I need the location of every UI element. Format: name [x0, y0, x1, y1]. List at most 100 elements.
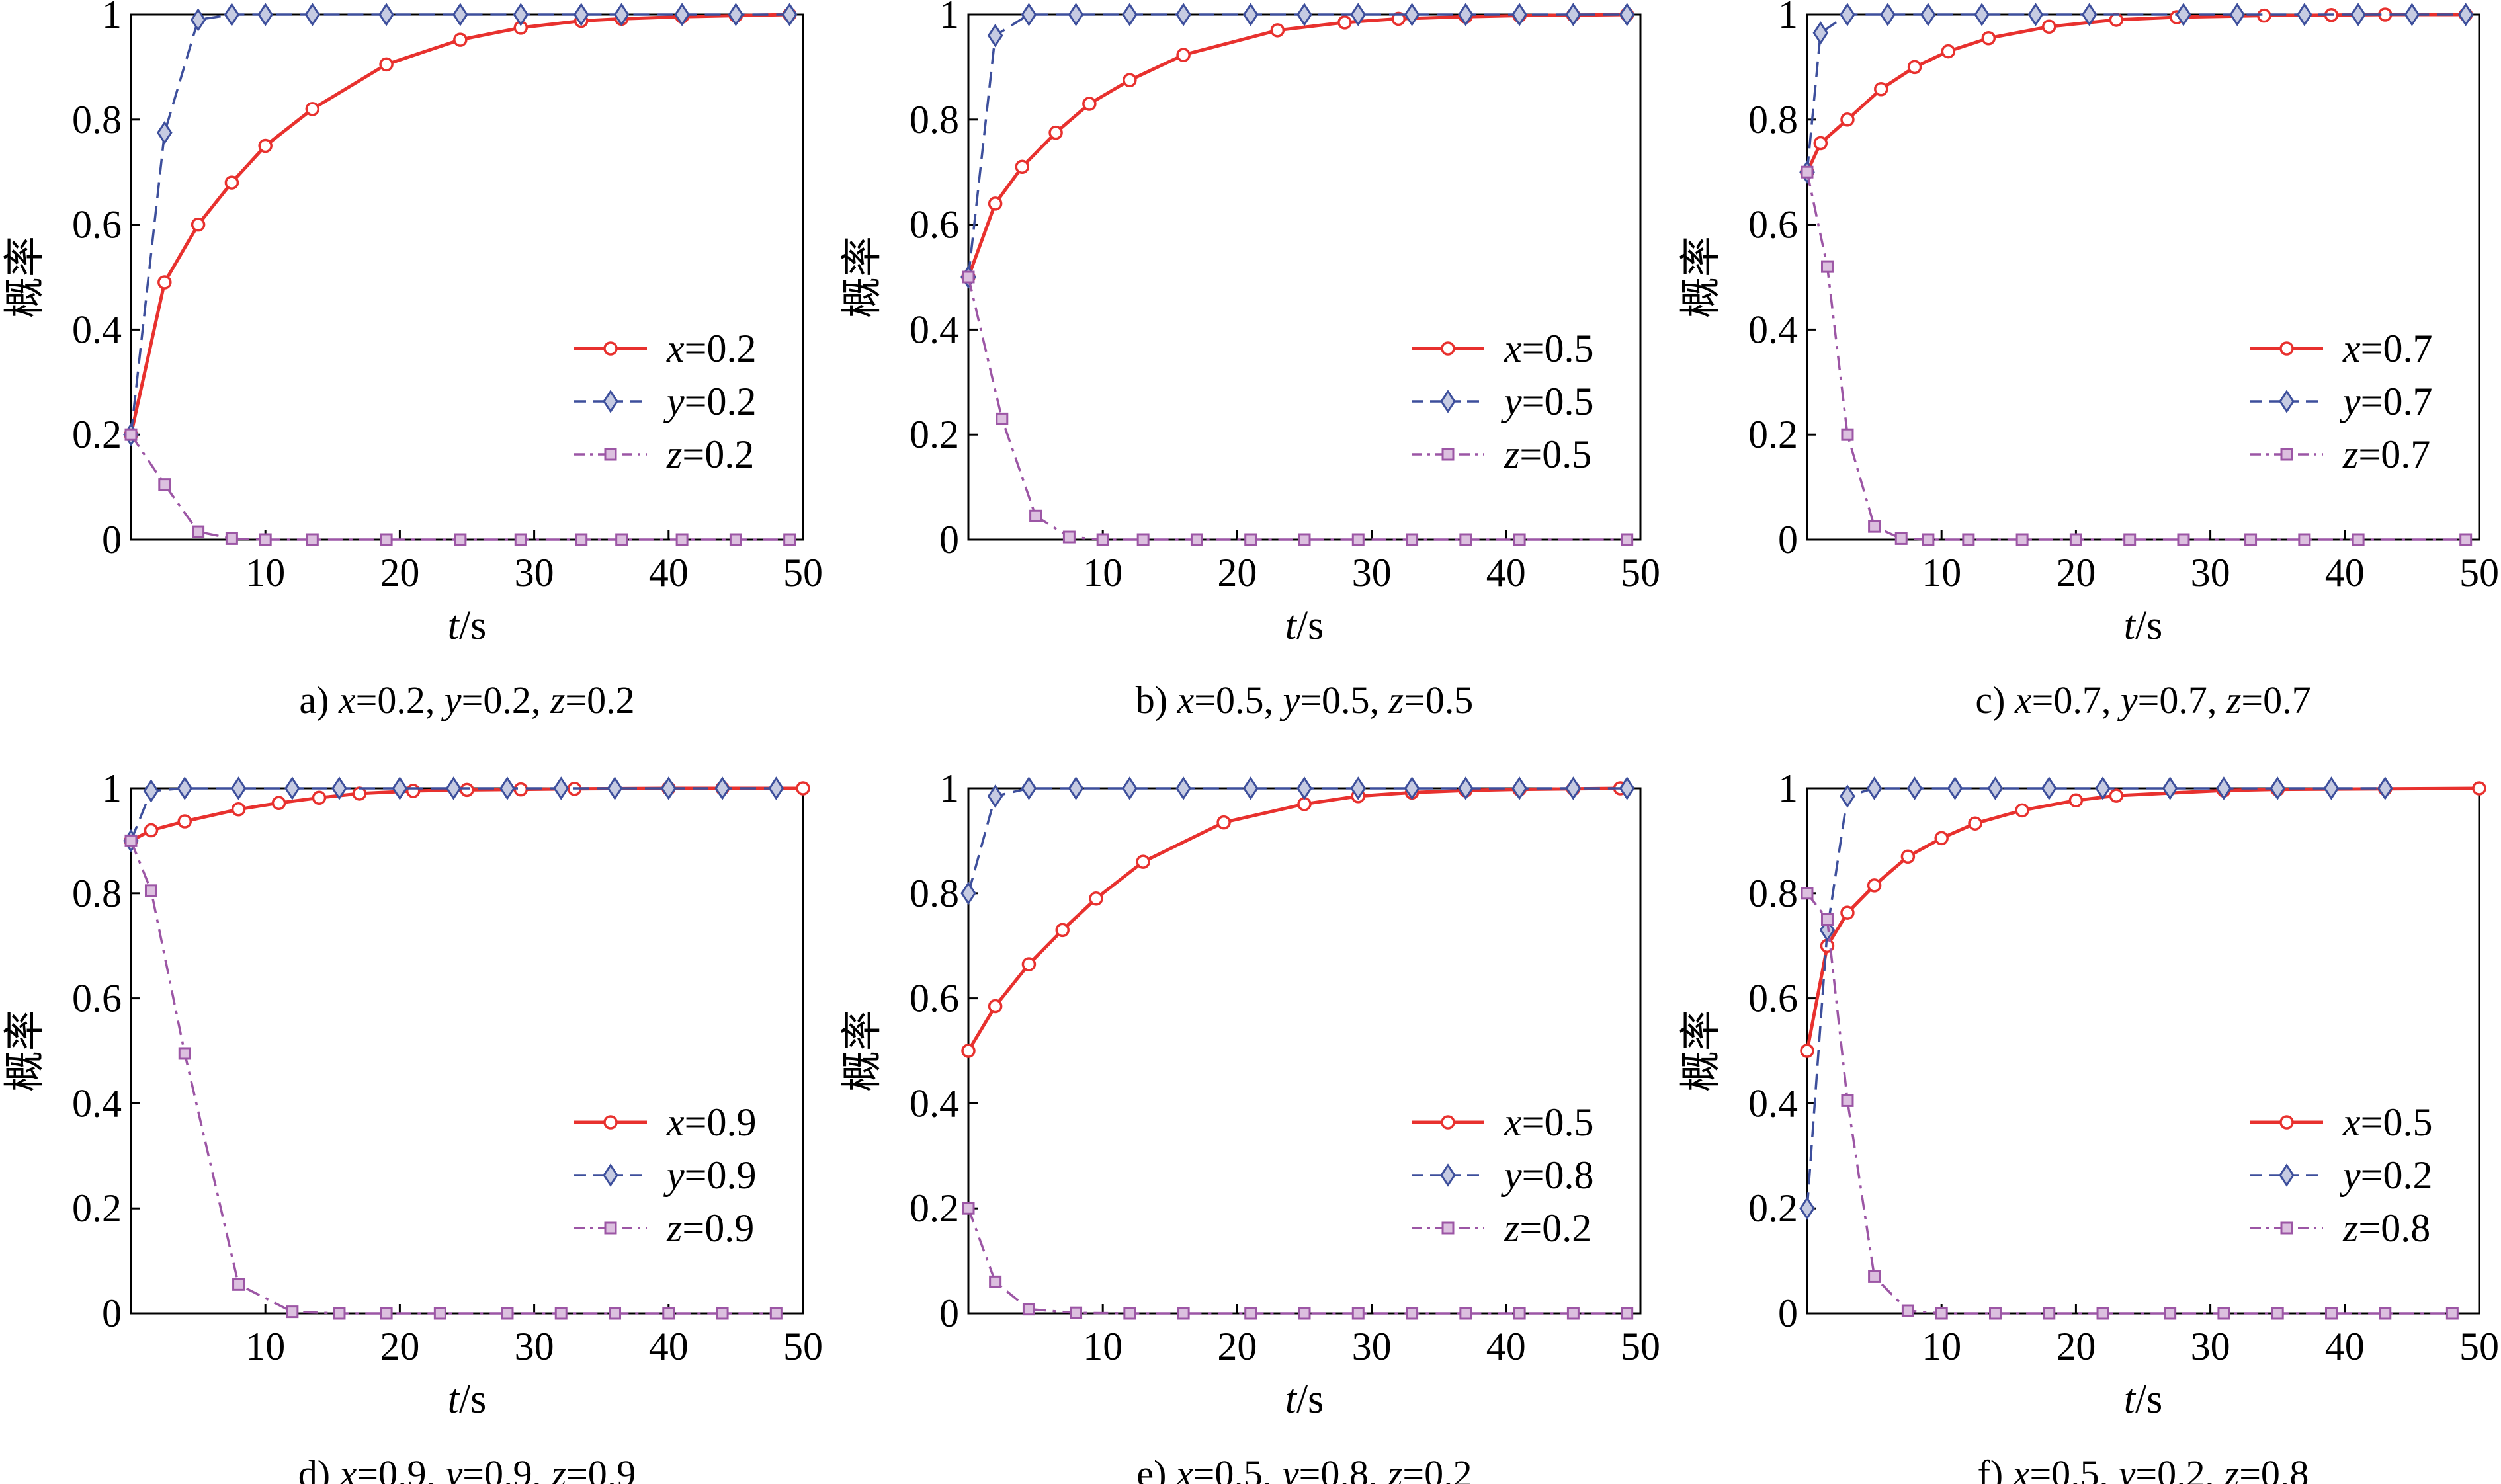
series-line-y [1806, 13, 2466, 173]
data-point [1015, 159, 1030, 175]
data-point [392, 776, 408, 800]
data-point [1406, 533, 1419, 546]
data-point [1175, 3, 1191, 26]
data-point [157, 275, 172, 290]
series-line-y [130, 787, 777, 842]
data-point [1621, 1307, 1634, 1320]
data-point [1840, 3, 1855, 26]
y-tick-label: 0.6 [910, 203, 959, 247]
data-point [783, 533, 796, 546]
x-tick-label: 20 [2056, 1325, 2096, 1368]
data-point [192, 525, 205, 538]
y-tick-label: 0.8 [1748, 98, 1798, 142]
legend-entry-x: x=0.7 [2342, 327, 2432, 370]
y-tick-label: 0.2 [72, 413, 122, 456]
series-z [962, 1202, 1634, 1320]
data-point [769, 1307, 783, 1320]
legend-entry-x: x=0.5 [1504, 1100, 1593, 1144]
data-point [988, 196, 1003, 211]
data-point [1866, 776, 1883, 800]
chart-panel-3: 0 0.2 0.4 0.6 0.8 1 10 20 30 40 50 t/s 概率 c) x=0.7, y… [1679, 0, 2499, 721]
data-point [2269, 776, 2286, 800]
y-tick-label: 0.6 [72, 203, 122, 247]
legend-entry-x: x=0.9 [666, 1100, 756, 1144]
data-point [728, 3, 744, 26]
data-point [378, 3, 394, 26]
y-axis-label: 概率 [840, 1010, 885, 1092]
y-axis-label: 概率 [3, 1010, 48, 1092]
x-tick-label: 10 [245, 1325, 285, 1368]
data-point [714, 776, 730, 800]
data-point [729, 533, 742, 546]
y-tick-label: 0.8 [72, 872, 122, 915]
data-point [1029, 509, 1042, 522]
data-point [231, 802, 246, 817]
series-y [1799, 776, 2393, 1220]
legend-marker [1440, 390, 1456, 413]
data-point [1391, 11, 1406, 26]
y-tick-label: 0.6 [1748, 977, 1798, 1020]
legend-entry-y: y=0.7 [2339, 380, 2432, 423]
data-point [1840, 112, 1855, 127]
x-tick-label: 20 [380, 551, 419, 595]
data-point [1337, 15, 1352, 30]
x-tick-label: 50 [2459, 1325, 2499, 1368]
data-point [1820, 913, 1834, 926]
y-tick-label: 0.2 [1748, 413, 1798, 456]
legend-entry-z: z=0.2 [666, 433, 754, 476]
data-point [2324, 1307, 2338, 1320]
data-point [2352, 533, 2365, 546]
series-y [960, 3, 1635, 289]
data-point [2177, 533, 2190, 546]
series-line-y [1806, 787, 2385, 1209]
data-point [1981, 30, 1996, 46]
data-point [190, 8, 206, 32]
data-point [304, 3, 321, 26]
data-point [1813, 136, 1828, 151]
data-point [996, 412, 1009, 425]
data-point [1968, 816, 1982, 831]
x-tick-label: 50 [1621, 551, 1660, 595]
data-point [271, 796, 286, 810]
y-tick-label: 1 [1778, 0, 1798, 36]
y-tick-label: 0 [1778, 1292, 1798, 1335]
data-point [988, 999, 1003, 1014]
data-point [1840, 905, 1855, 920]
data-point [609, 1307, 622, 1320]
data-point [1900, 849, 1916, 864]
legend-entry-z: z=0.7 [2342, 433, 2430, 476]
data-point [454, 533, 467, 546]
data-point [380, 1307, 393, 1320]
data-point [1122, 776, 1138, 800]
data-point [2244, 533, 2258, 546]
x-tick-label: 10 [1922, 551, 1961, 595]
data-point [1894, 532, 1908, 545]
data-point [1874, 81, 1888, 97]
panel-caption: f) x=0.5, y=0.2, z=0.8 [1978, 1452, 2309, 1484]
x-tick-label: 30 [515, 551, 554, 595]
data-point [987, 784, 1003, 808]
y-tick-label: 0.2 [910, 413, 959, 456]
data-point [781, 3, 798, 26]
data-point [615, 533, 628, 546]
data-point [225, 532, 238, 545]
data-point [257, 3, 274, 26]
data-point [1820, 260, 1834, 273]
data-point [2123, 533, 2137, 546]
data-point [306, 533, 319, 546]
y-tick-label: 0.2 [910, 1186, 959, 1230]
data-point [144, 823, 159, 838]
legend-marker [604, 1221, 617, 1235]
data-point [768, 776, 784, 800]
data-point [1406, 1307, 1419, 1320]
y-tick-label: 0 [939, 1292, 959, 1335]
data-point [1021, 957, 1037, 971]
y-tick-label: 0 [102, 1292, 122, 1335]
x-tick-label: 50 [783, 551, 823, 595]
data-point [662, 1307, 675, 1320]
data-point [1840, 784, 1855, 808]
data-point [1351, 533, 1365, 546]
data-point [1619, 3, 1635, 26]
data-point [2350, 3, 2366, 26]
y-tick-label: 0.4 [72, 1081, 122, 1125]
